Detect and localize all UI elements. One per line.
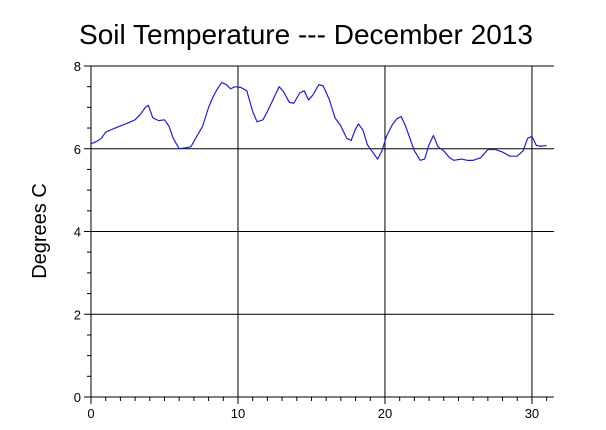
- x-tick-label-10: 10: [231, 406, 245, 421]
- y-tick-label-6: 6: [74, 142, 81, 157]
- x-tick-label-30: 30: [525, 406, 539, 421]
- series-line-0: [90, 81, 547, 161]
- chart-title: Soil Temperature --- December 2013: [79, 19, 533, 50]
- y-tick-label-0: 0: [74, 390, 81, 405]
- y-axis-label: Degrees C: [29, 183, 51, 279]
- x-tick-label-20: 20: [378, 406, 392, 421]
- plot-area: 0 2 4 6 8 0 10 20 30: [74, 59, 554, 421]
- y-tick-label-2: 2: [74, 307, 81, 322]
- x-tick-label-0: 0: [87, 406, 94, 421]
- y-tick-label-4: 4: [74, 225, 81, 240]
- y-tick-label-8: 8: [74, 59, 81, 74]
